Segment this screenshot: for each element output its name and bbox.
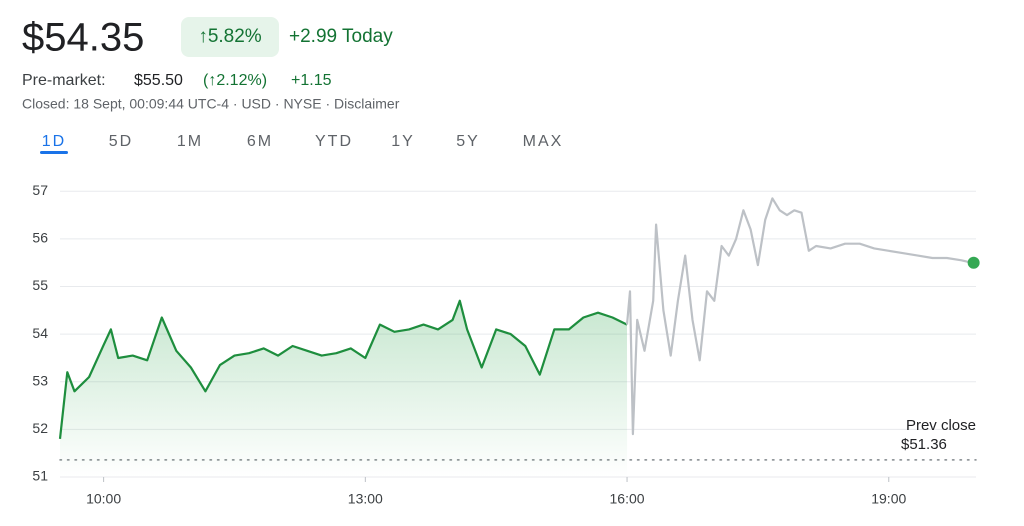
x-tick-label: 13:00 — [348, 491, 383, 507]
area — [60, 300, 628, 477]
change-badge — [181, 17, 279, 57]
tab[interactable]: MAX — [523, 133, 564, 150]
prev-close-value: $51.36 — [901, 436, 947, 453]
premarket-change: +1.15 — [291, 72, 332, 89]
change-today: +2.99 Today — [289, 26, 393, 47]
tab-underline — [40, 151, 68, 154]
premarket-price: $55.50 — [134, 72, 183, 89]
status: Closed: 18 Sept, 00:09:44 UTC-4 · USD · … — [22, 96, 400, 112]
price: $54.35 — [22, 16, 144, 60]
x-tick-label: 10:00 — [86, 491, 121, 507]
y-tick-label: 55 — [32, 277, 48, 293]
tabs: 1D 5D 1M 6M YTD 1Y 5Y MAX — [40, 133, 564, 154]
chart: 51 52 53 54 55 56 57 10:00 13:00 16:00 19:00 Prev c… — [32, 182, 980, 507]
tab[interactable]: YTD — [315, 133, 353, 150]
tab[interactable]: 1D — [42, 133, 66, 150]
y-tick-label: 51 — [32, 468, 48, 484]
tab[interactable]: 5Y — [456, 133, 480, 150]
premarket-change-pct: (↑2.12%) — [203, 72, 267, 89]
tab[interactable]: 5D — [109, 133, 133, 150]
x-tick-label: 19:00 — [871, 491, 906, 507]
premarket-label: Pre-market: — [22, 72, 106, 89]
y-tick-label: 53 — [32, 372, 48, 388]
last-point — [967, 256, 980, 269]
y-tick-label: 52 — [32, 420, 48, 436]
y-tick-label: 57 — [32, 182, 48, 198]
prev-close-label: Prev close — [906, 417, 976, 434]
x-tick-label: 16:00 — [610, 491, 645, 507]
tab[interactable]: 1M — [177, 133, 203, 150]
tab[interactable]: 1Y — [391, 133, 415, 150]
y-tick-label: 56 — [32, 230, 48, 246]
price-line — [58, 299, 628, 440]
y-tick-label: 54 — [32, 325, 48, 341]
change-pct: ↑5.82% — [198, 26, 261, 47]
price-line — [625, 197, 972, 436]
tab[interactable]: 6M — [247, 133, 273, 150]
